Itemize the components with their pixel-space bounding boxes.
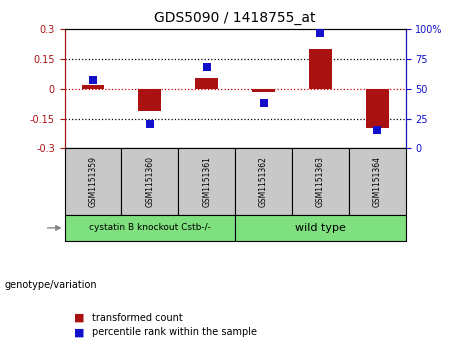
Bar bbox=[292, 148, 349, 215]
Text: GSM1151362: GSM1151362 bbox=[259, 156, 268, 207]
Text: GSM1151363: GSM1151363 bbox=[316, 156, 325, 207]
Text: cystatin B knockout Cstb-/-: cystatin B knockout Cstb-/- bbox=[89, 223, 211, 232]
Point bbox=[203, 64, 210, 70]
Point bbox=[373, 127, 381, 133]
Bar bbox=[65, 148, 121, 215]
Text: transformed count: transformed count bbox=[92, 313, 183, 323]
Text: percentile rank within the sample: percentile rank within the sample bbox=[92, 327, 257, 337]
Bar bbox=[65, 215, 235, 241]
Point bbox=[317, 30, 324, 36]
Text: ■: ■ bbox=[74, 327, 84, 337]
Text: GSM1151364: GSM1151364 bbox=[373, 156, 382, 207]
Text: genotype/variation: genotype/variation bbox=[5, 280, 97, 290]
Point bbox=[146, 122, 154, 127]
Bar bbox=[138, 89, 161, 111]
Point bbox=[260, 100, 267, 106]
Bar bbox=[309, 49, 332, 89]
Bar bbox=[82, 85, 104, 89]
Bar bbox=[235, 215, 406, 241]
Bar bbox=[178, 148, 235, 215]
Text: GSM1151361: GSM1151361 bbox=[202, 156, 211, 207]
Bar bbox=[235, 148, 292, 215]
Text: ■: ■ bbox=[74, 313, 84, 323]
Text: wild type: wild type bbox=[295, 223, 346, 233]
Text: GSM1151359: GSM1151359 bbox=[89, 156, 97, 207]
Bar bbox=[252, 89, 275, 92]
Text: GSM1151360: GSM1151360 bbox=[145, 156, 154, 207]
Point bbox=[89, 77, 97, 83]
Title: GDS5090 / 1418755_at: GDS5090 / 1418755_at bbox=[154, 11, 316, 25]
Bar bbox=[366, 89, 389, 129]
Bar bbox=[121, 148, 178, 215]
Bar bbox=[349, 148, 406, 215]
Bar bbox=[195, 78, 218, 89]
